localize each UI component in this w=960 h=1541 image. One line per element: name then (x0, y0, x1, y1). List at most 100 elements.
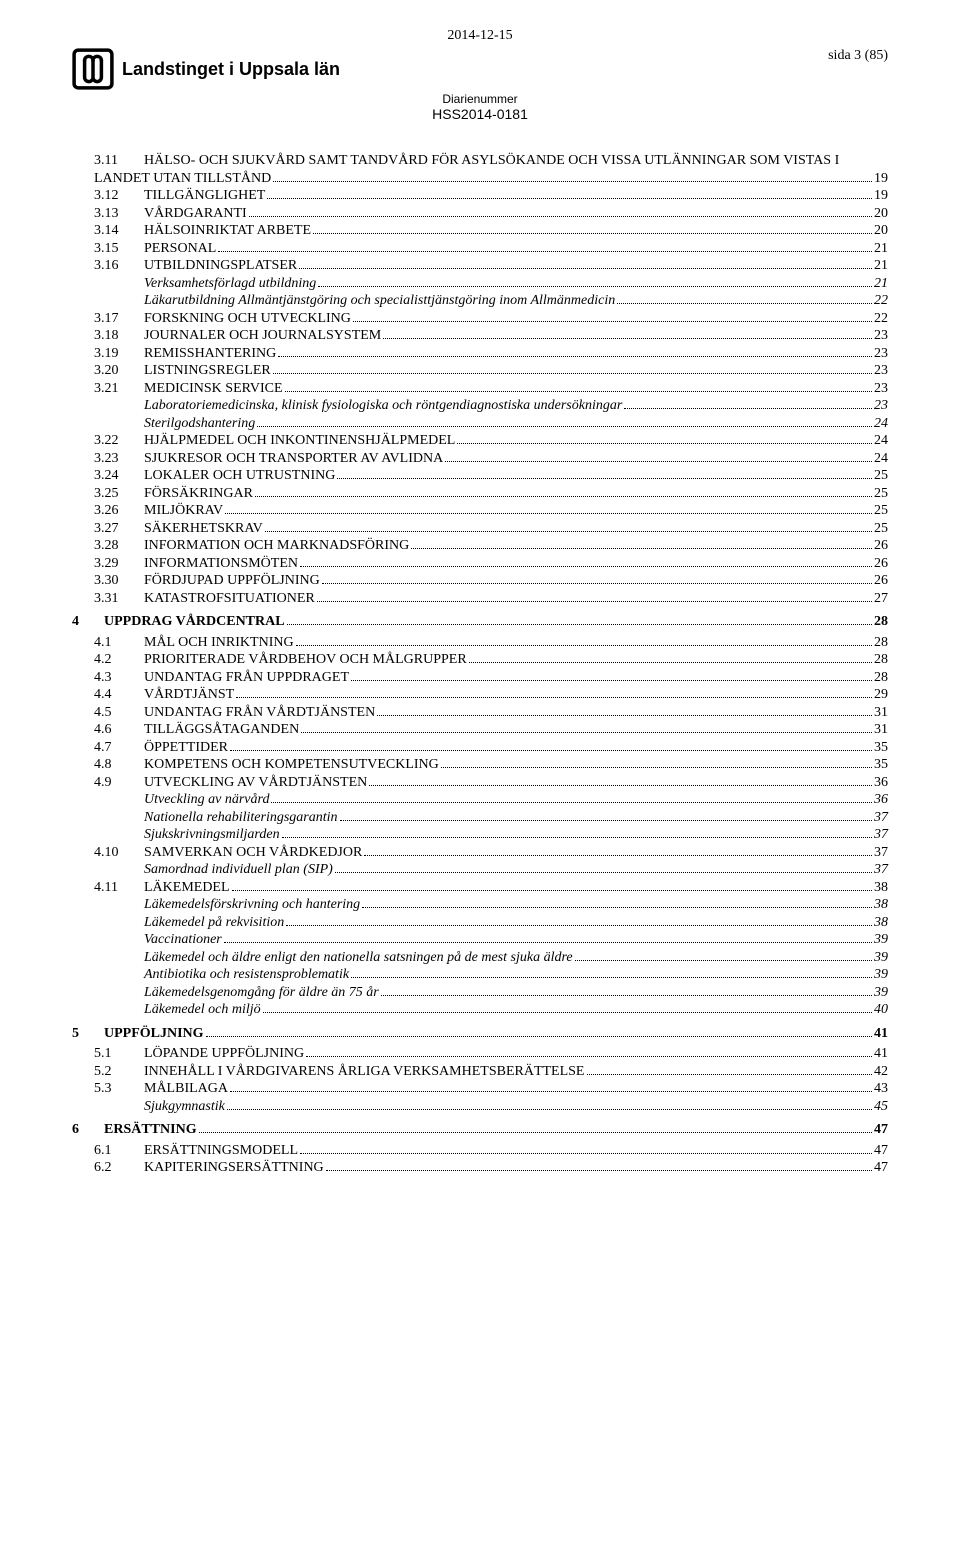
toc-entry: 4.4VÅRDTJÄNST 29 (72, 686, 888, 704)
toc-title: UTVECKLING AV VÅRDTJÄNSTEN (144, 775, 367, 790)
toc-entry: 3.17FORSKNING OCH UTVECKLING22 (72, 310, 888, 328)
toc-leader (282, 837, 872, 838)
toc-label: Läkemedelsgenomgång för äldre än 75 år (72, 984, 379, 1002)
toc-leader (369, 785, 872, 786)
uppsala-logo-icon (72, 48, 114, 90)
page-number: sida 3 (85) (828, 48, 888, 64)
toc-entry: Sjukskrivningsmiljarden37 (72, 826, 888, 844)
toc-leader (337, 478, 872, 479)
toc-label: 3.29INFORMATIONSMÖTEN (72, 555, 298, 573)
toc-page: 39 (874, 966, 888, 984)
toc-entry: Utveckling av närvård36 (72, 791, 888, 809)
toc-page: 22 (874, 292, 888, 310)
toc-leader (224, 942, 872, 943)
toc-entry: 4.2PRIORITERADE VÅRDBEHOV OCH MÅLGRUPPER… (72, 651, 888, 669)
toc-label: Verksamhetsförlagd utbildning (72, 275, 316, 293)
toc-label: 3.28INFORMATION OCH MARKNADSFÖRING (72, 537, 409, 555)
toc-label: 3.20LISTNINGSREGLER (72, 362, 271, 380)
toc-label: Sjukskrivningsmiljarden (72, 826, 280, 844)
toc-label: 4.5UNDANTAG FRÅN VÅRDTJÄNSTEN (72, 704, 375, 722)
toc-entry: 3.28INFORMATION OCH MARKNADSFÖRING26 (72, 537, 888, 555)
toc-leader (199, 1132, 872, 1133)
toc-title: UPPFÖLJNING (104, 1026, 204, 1041)
toc-label: 3.21MEDICINSK SERVICE (72, 380, 283, 398)
toc-num: 3.20 (72, 362, 144, 380)
toc-page: 37 (874, 861, 888, 879)
toc-entry: 3.23SJUKRESOR OCH TRANSPORTER AV AVLIDNA… (72, 450, 888, 468)
toc-page: 41 (874, 1045, 888, 1063)
toc-label: 4.4VÅRDTJÄNST (72, 686, 234, 704)
toc-title: PRIORITERADE VÅRDBEHOV OCH MÅLGRUPPER (144, 652, 467, 667)
toc-page: 20 (874, 222, 888, 240)
toc-num: 4.4 (72, 686, 144, 704)
toc-title: PERSONAL (144, 241, 216, 256)
toc-leader (287, 624, 872, 625)
toc-page: 24 (874, 450, 888, 468)
toc-page: 40 (874, 1001, 888, 1019)
toc-leader (278, 356, 872, 357)
toc-label: 6ERSÄTTNING (72, 1121, 197, 1139)
toc-leader (326, 1170, 872, 1171)
toc-label: Läkemedel och miljö (72, 1001, 261, 1019)
toc-entry: 4.3UNDANTAG FRÅN UPPDRAGET28 (72, 669, 888, 687)
toc-entry: Läkemedel och äldre enligt den nationell… (72, 949, 888, 967)
toc-title: FORSKNING OCH UTVECKLING (144, 311, 351, 326)
toc-page: 39 (874, 949, 888, 967)
toc-leader (236, 697, 872, 698)
toc-leader (322, 583, 872, 584)
toc-leader (441, 767, 872, 768)
toc-page: 25 (874, 520, 888, 538)
toc-entry: Vaccinationer39 (72, 931, 888, 949)
toc-label: 3.22HJÄLPMEDEL OCH INKONTINENSHJÄLPMEDEL (72, 432, 455, 450)
toc-leader (587, 1074, 873, 1075)
toc-leader (351, 977, 872, 978)
toc-leader (230, 750, 872, 751)
toc-num: 5.3 (72, 1080, 144, 1098)
toc-num: 6 (72, 1121, 104, 1139)
toc-label: 3.14HÄLSOINRIKTAT ARBETE (72, 222, 311, 240)
toc-entry: 3.13VÅRDGARANTI20 (72, 205, 888, 223)
toc-entry: 3.19REMISSHANTERING23 (72, 345, 888, 363)
toc-leader (267, 198, 872, 199)
toc-leader (335, 872, 872, 873)
toc-entry: 4.9UTVECKLING AV VÅRDTJÄNSTEN36 (72, 774, 888, 792)
toc-label: 4.8KOMPETENS OCH KOMPETENSUTVECKLING (72, 756, 439, 774)
toc-num: 4.3 (72, 669, 144, 687)
toc-num: 3.28 (72, 537, 144, 555)
toc-leader (313, 233, 872, 234)
toc-leader (362, 907, 872, 908)
toc-page: 23 (874, 362, 888, 380)
toc-page: 25 (874, 502, 888, 520)
toc-title: UPPDRAG VÅRDCENTRAL (104, 614, 285, 629)
toc-page: 29 (874, 686, 888, 704)
toc-entry: 3.25FÖRSÄKRINGAR25 (72, 485, 888, 503)
toc-num: 5 (72, 1025, 104, 1043)
toc-title: ÖPPETTIDER (144, 740, 228, 755)
toc-page: 23 (874, 397, 888, 415)
toc-num: 5.1 (72, 1045, 144, 1063)
toc-page: 35 (874, 756, 888, 774)
org-name: Landstinget i Uppsala län (122, 59, 340, 80)
toc-leader (263, 1012, 872, 1013)
toc-entry: Nationella rehabiliteringsgarantin37 (72, 809, 888, 827)
toc-label: 3.19REMISSHANTERING (72, 345, 276, 363)
toc-title: LOKALER OCH UTRUSTNING (144, 468, 335, 483)
toc-num: 4.1 (72, 634, 144, 652)
toc-leader (255, 496, 872, 497)
toc-page: 47 (874, 1159, 888, 1177)
toc-num: 3.11 (72, 152, 144, 170)
toc-leader (273, 181, 872, 182)
toc-title: LANDET UTAN TILLSTÅND (94, 171, 271, 186)
toc-page: 36 (874, 774, 888, 792)
toc-num: 3.19 (72, 345, 144, 363)
toc-page: 37 (874, 809, 888, 827)
diarie-label: Diarienummer (72, 92, 888, 106)
toc-entry: 3.14HÄLSOINRIKTAT ARBETE 20 (72, 222, 888, 240)
toc-num: 5.2 (72, 1063, 144, 1081)
toc-label: Sterilgodshantering (72, 415, 255, 433)
toc-leader (230, 1091, 872, 1092)
toc-num: 3.30 (72, 572, 144, 590)
toc-page: 23 (874, 380, 888, 398)
toc-label: 4.11LÄKEMEDEL (72, 879, 230, 897)
toc-num: 3.15 (72, 240, 144, 258)
